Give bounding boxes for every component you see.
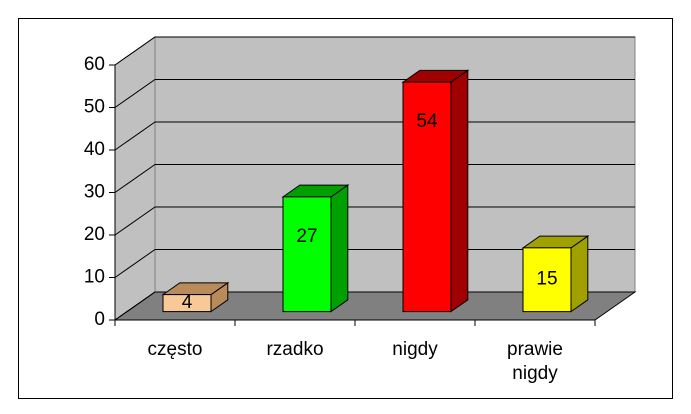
grid-line: [114, 36, 635, 66]
grid-line: [114, 206, 635, 236]
x-tick-label: rzadko: [266, 339, 324, 360]
grid-line: [114, 291, 635, 321]
bar: [402, 81, 452, 313]
y-tick-label: 10: [84, 267, 105, 288]
data-label: 54: [416, 111, 438, 132]
x-tick-label: nigdy: [392, 339, 438, 360]
x-tick-label: często: [147, 339, 203, 360]
grid-line: [114, 164, 635, 193]
y-tick-label: 60: [84, 54, 105, 75]
y-tick-label: 20: [84, 224, 105, 245]
y-tick-label: 0: [94, 309, 105, 330]
bar: [282, 196, 332, 313]
y-tick-label: 50: [84, 97, 105, 118]
bar-side: [330, 184, 349, 313]
x-tick-label: prawie nigdy: [507, 339, 563, 384]
y-tick-label: 30: [84, 182, 105, 203]
bar-side: [450, 69, 469, 313]
grid-line: [114, 249, 635, 278]
grid-line: [114, 79, 635, 108]
y-tick-label: 40: [84, 139, 105, 160]
data-label: 15: [536, 269, 557, 290]
grid-line: [114, 121, 635, 151]
bar-side: [570, 235, 589, 313]
bar: [162, 294, 212, 313]
data-label: 4: [182, 292, 193, 313]
bar: [522, 247, 572, 313]
data-label: 27: [296, 226, 317, 247]
